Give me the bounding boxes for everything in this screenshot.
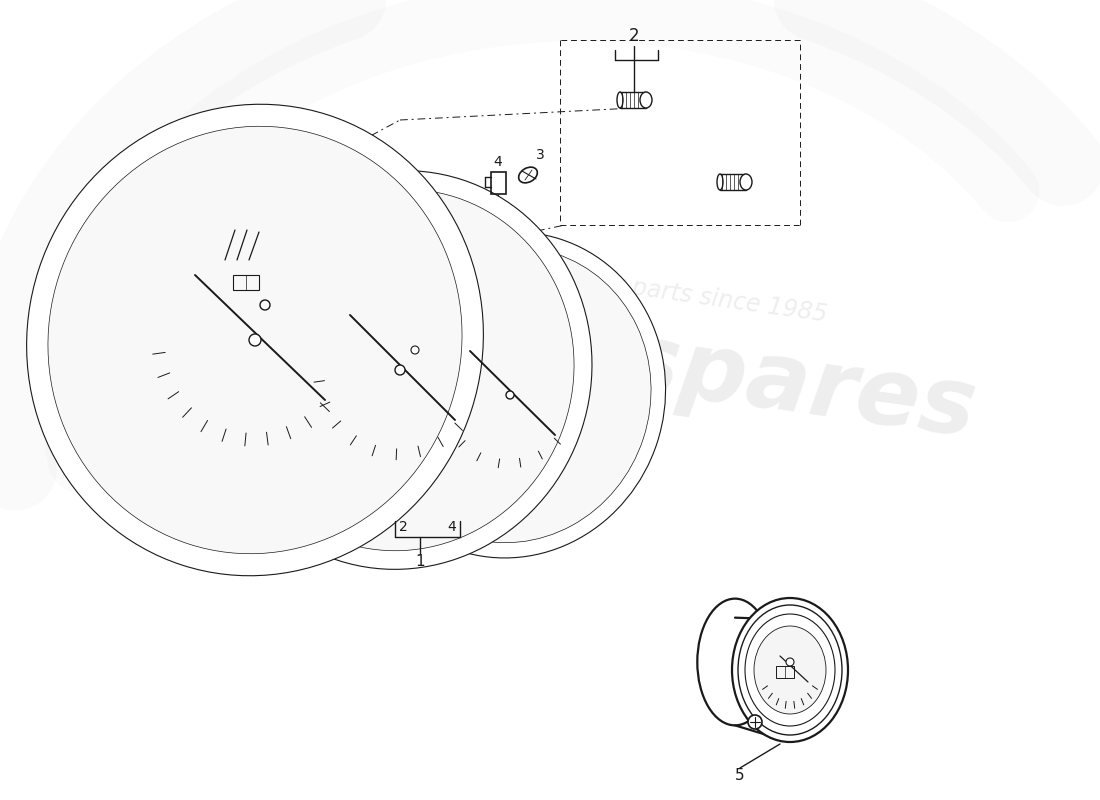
- Bar: [491, 172, 506, 194]
- Ellipse shape: [48, 126, 462, 554]
- Text: 4: 4: [494, 155, 503, 169]
- Ellipse shape: [754, 626, 826, 714]
- Bar: [233, 275, 258, 290]
- Ellipse shape: [226, 190, 574, 550]
- Ellipse shape: [740, 174, 752, 190]
- Text: 4: 4: [448, 520, 456, 534]
- Ellipse shape: [640, 92, 652, 108]
- Text: 1: 1: [415, 554, 425, 569]
- Circle shape: [506, 391, 514, 399]
- Ellipse shape: [617, 92, 623, 108]
- Text: a passion for parts since 1985: a passion for parts since 1985: [472, 254, 828, 326]
- Ellipse shape: [717, 174, 723, 190]
- Text: eurospares: eurospares: [377, 283, 982, 457]
- Circle shape: [260, 300, 270, 310]
- Bar: [620, 92, 646, 108]
- Ellipse shape: [738, 605, 842, 735]
- Ellipse shape: [732, 598, 848, 742]
- Ellipse shape: [295, 261, 506, 479]
- Ellipse shape: [354, 232, 666, 558]
- Circle shape: [411, 346, 419, 354]
- Text: 5: 5: [735, 769, 745, 783]
- Circle shape: [395, 365, 405, 375]
- Ellipse shape: [745, 614, 835, 726]
- Ellipse shape: [130, 210, 381, 470]
- Text: 2: 2: [398, 520, 407, 534]
- Circle shape: [748, 715, 762, 729]
- Ellipse shape: [106, 202, 554, 529]
- Ellipse shape: [519, 167, 537, 183]
- Text: 3: 3: [536, 148, 544, 162]
- Ellipse shape: [26, 104, 483, 576]
- Bar: [776, 666, 794, 678]
- Circle shape: [786, 658, 794, 666]
- Ellipse shape: [697, 598, 772, 726]
- Ellipse shape: [208, 170, 592, 570]
- Ellipse shape: [368, 247, 651, 542]
- Bar: [720, 174, 746, 190]
- Ellipse shape: [425, 306, 595, 485]
- Circle shape: [249, 334, 261, 346]
- Text: 2: 2: [629, 27, 639, 45]
